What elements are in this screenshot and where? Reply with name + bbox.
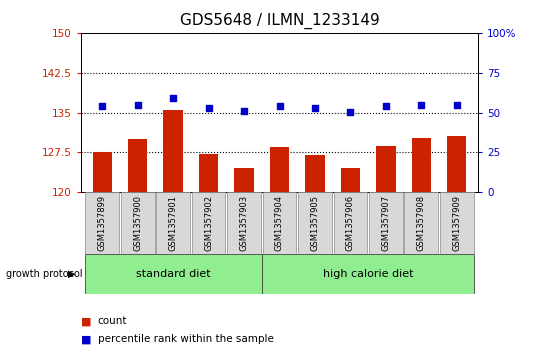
Text: GSM1357908: GSM1357908 [417, 195, 426, 251]
Text: growth protocol: growth protocol [6, 269, 82, 279]
Text: GSM1357906: GSM1357906 [346, 195, 355, 251]
Text: ▶: ▶ [68, 269, 75, 279]
Bar [199, 154, 219, 192]
Text: percentile rank within the sample: percentile rank within the sample [98, 334, 274, 344]
Bar [121, 192, 155, 254]
Bar [163, 110, 183, 192]
Text: GSM1357907: GSM1357907 [381, 195, 390, 251]
Text: GSM1357902: GSM1357902 [204, 195, 213, 251]
Bar [447, 136, 466, 192]
Text: GSM1357900: GSM1357900 [133, 195, 142, 251]
Point [98, 103, 107, 109]
Text: GSM1357904: GSM1357904 [275, 195, 284, 251]
Bar [262, 254, 475, 294]
Text: standard diet: standard diet [136, 269, 211, 279]
Bar [263, 192, 296, 254]
Text: count: count [98, 316, 127, 326]
Point [452, 102, 461, 107]
Text: high calorie diet: high calorie diet [323, 269, 413, 279]
Bar [157, 192, 190, 254]
Text: GSM1357899: GSM1357899 [98, 195, 107, 251]
Point [381, 103, 390, 109]
Point [204, 105, 213, 111]
Text: GSM1357905: GSM1357905 [310, 195, 319, 251]
Text: GSM1357901: GSM1357901 [169, 195, 178, 251]
Text: ■: ■ [82, 334, 92, 344]
Bar [340, 168, 360, 192]
Bar [440, 192, 473, 254]
Bar [411, 138, 431, 192]
Bar [84, 254, 262, 294]
Text: GDS5648 / ILMN_1233149: GDS5648 / ILMN_1233149 [179, 13, 380, 29]
Bar [270, 147, 289, 192]
Bar [305, 155, 325, 192]
Bar [93, 152, 112, 192]
Bar [298, 192, 332, 254]
Point [275, 103, 284, 109]
Text: GSM1357903: GSM1357903 [240, 195, 249, 251]
Text: GSM1357909: GSM1357909 [452, 195, 461, 251]
Bar [128, 139, 148, 192]
Bar [334, 192, 367, 254]
Point [133, 102, 142, 107]
Point [346, 109, 355, 115]
Bar [376, 146, 396, 192]
Text: ■: ■ [82, 316, 92, 326]
Bar [227, 192, 261, 254]
Point [240, 109, 249, 114]
Point [310, 105, 319, 111]
Point [417, 102, 426, 108]
Bar [234, 168, 254, 192]
Bar [192, 192, 225, 254]
Point [169, 95, 178, 101]
Bar [86, 192, 119, 254]
Bar [404, 192, 438, 254]
Bar [369, 192, 402, 254]
